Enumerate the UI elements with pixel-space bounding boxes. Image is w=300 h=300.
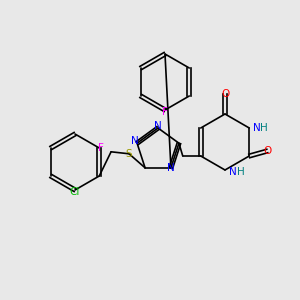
Text: N: N: [229, 167, 237, 177]
Text: F: F: [162, 107, 168, 117]
Text: F: F: [98, 143, 104, 153]
Text: N: N: [154, 121, 162, 131]
Text: Cl: Cl: [70, 187, 80, 197]
Text: H: H: [260, 123, 268, 133]
Text: N: N: [131, 136, 139, 146]
Text: H: H: [237, 167, 245, 177]
Text: O: O: [221, 89, 229, 99]
Text: S: S: [126, 149, 132, 159]
Text: N: N: [254, 123, 261, 133]
Text: O: O: [263, 146, 272, 156]
Text: N: N: [167, 163, 175, 173]
